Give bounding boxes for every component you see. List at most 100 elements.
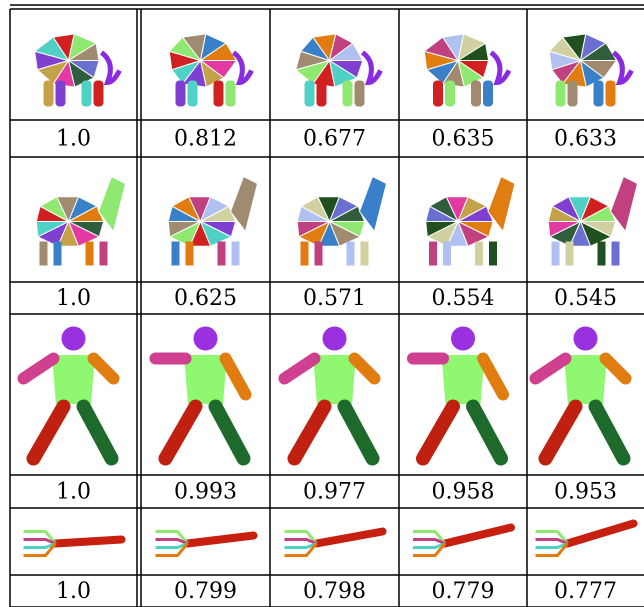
shape-part	[483, 81, 493, 107]
shape-part	[568, 81, 578, 107]
shape-part	[94, 81, 104, 107]
score: 0.571	[303, 286, 366, 311]
shape-part	[445, 528, 511, 544]
score: 0.958	[432, 480, 495, 505]
shape-part	[598, 242, 606, 266]
score: 1.0	[56, 480, 91, 505]
shape-image	[156, 532, 254, 556]
shape-part	[156, 544, 188, 548]
shape-image	[24, 327, 114, 459]
shape-part	[24, 544, 56, 548]
shape-part	[317, 81, 327, 107]
shape-image	[285, 532, 383, 556]
shape-part	[285, 540, 317, 544]
score: 1.0	[56, 286, 91, 311]
shape-part	[475, 242, 483, 266]
score: 0.677	[303, 127, 366, 152]
shape-part	[54, 242, 62, 266]
shape-image	[285, 327, 375, 459]
shape-image	[424, 34, 509, 107]
shape-part	[606, 359, 626, 379]
shape-part	[56, 540, 122, 544]
shape-part	[216, 407, 244, 459]
shape-part	[176, 81, 186, 107]
shape-part	[44, 81, 54, 107]
shape-image	[24, 532, 122, 556]
shape-image	[36, 177, 125, 266]
shape-part	[24, 359, 54, 379]
shape-image	[413, 327, 503, 459]
shape-image	[169, 34, 251, 107]
score: 0.993	[174, 480, 237, 505]
shape-part	[102, 53, 120, 83]
shape-part	[232, 242, 240, 266]
score: 0.777	[554, 579, 617, 604]
shape-part	[423, 407, 453, 459]
shape-part	[536, 544, 568, 548]
shape-image	[536, 524, 634, 556]
shape-part	[552, 242, 560, 266]
shape-part	[568, 524, 634, 544]
shape-image	[536, 327, 626, 459]
score: 0.635	[432, 127, 495, 152]
shape-part	[483, 359, 503, 395]
shape-part	[355, 81, 365, 107]
score: 0.953	[554, 480, 617, 505]
shape-image	[168, 177, 257, 266]
shape-part	[86, 242, 94, 266]
shape-image	[413, 528, 511, 556]
shape-part	[536, 359, 566, 379]
shape-part	[489, 242, 497, 266]
page: 1.00.8120.6770.6350.6331.00.6250.5710.55…	[0, 0, 644, 607]
shape-part	[451, 327, 475, 351]
shape-image	[549, 34, 631, 107]
shape-part	[491, 53, 509, 83]
shape-part	[363, 53, 381, 83]
shape-part	[56, 81, 66, 107]
shape-part	[188, 81, 198, 107]
shape-image	[296, 34, 381, 107]
score: 0.545	[554, 286, 617, 311]
shape-part	[186, 242, 194, 266]
score: 0.798	[303, 579, 366, 604]
shape-part	[226, 81, 236, 107]
shape-part	[345, 407, 373, 459]
shape-image	[297, 177, 386, 266]
shape-part	[317, 532, 383, 544]
score: 0.812	[174, 127, 237, 152]
shape-part	[614, 53, 632, 83]
shape-part	[445, 81, 455, 107]
shape-image	[548, 177, 637, 266]
shape-part	[40, 242, 48, 266]
shape-part	[156, 540, 188, 544]
shape-part	[343, 81, 353, 107]
score: 0.625	[174, 286, 237, 311]
shape-part	[218, 242, 226, 266]
shape-part	[226, 359, 246, 395]
shape-part	[295, 407, 325, 459]
shape-part	[546, 407, 576, 459]
shape-image	[426, 177, 515, 266]
shape-part	[471, 81, 481, 107]
shape-part	[62, 327, 86, 351]
shape-part	[443, 242, 451, 266]
shape-part	[566, 242, 574, 266]
shape-part	[433, 81, 443, 107]
shape-part	[361, 242, 369, 266]
shape-part	[574, 327, 598, 351]
shape-part	[82, 81, 92, 107]
figure-table: 1.00.8120.6770.6350.6331.00.6250.5710.55…	[0, 0, 644, 607]
shape-part	[172, 242, 180, 266]
shape-part	[556, 81, 566, 107]
shape-part	[188, 536, 254, 544]
score: 0.779	[432, 579, 495, 604]
shape-part	[413, 544, 445, 548]
shape-part	[194, 327, 218, 351]
shape-image	[35, 34, 120, 107]
score: 0.977	[303, 480, 366, 505]
shape-part	[84, 407, 112, 459]
shape-part	[305, 81, 315, 107]
score: 0.633	[554, 127, 617, 152]
shape-part	[594, 81, 604, 107]
shape-part	[234, 53, 252, 83]
